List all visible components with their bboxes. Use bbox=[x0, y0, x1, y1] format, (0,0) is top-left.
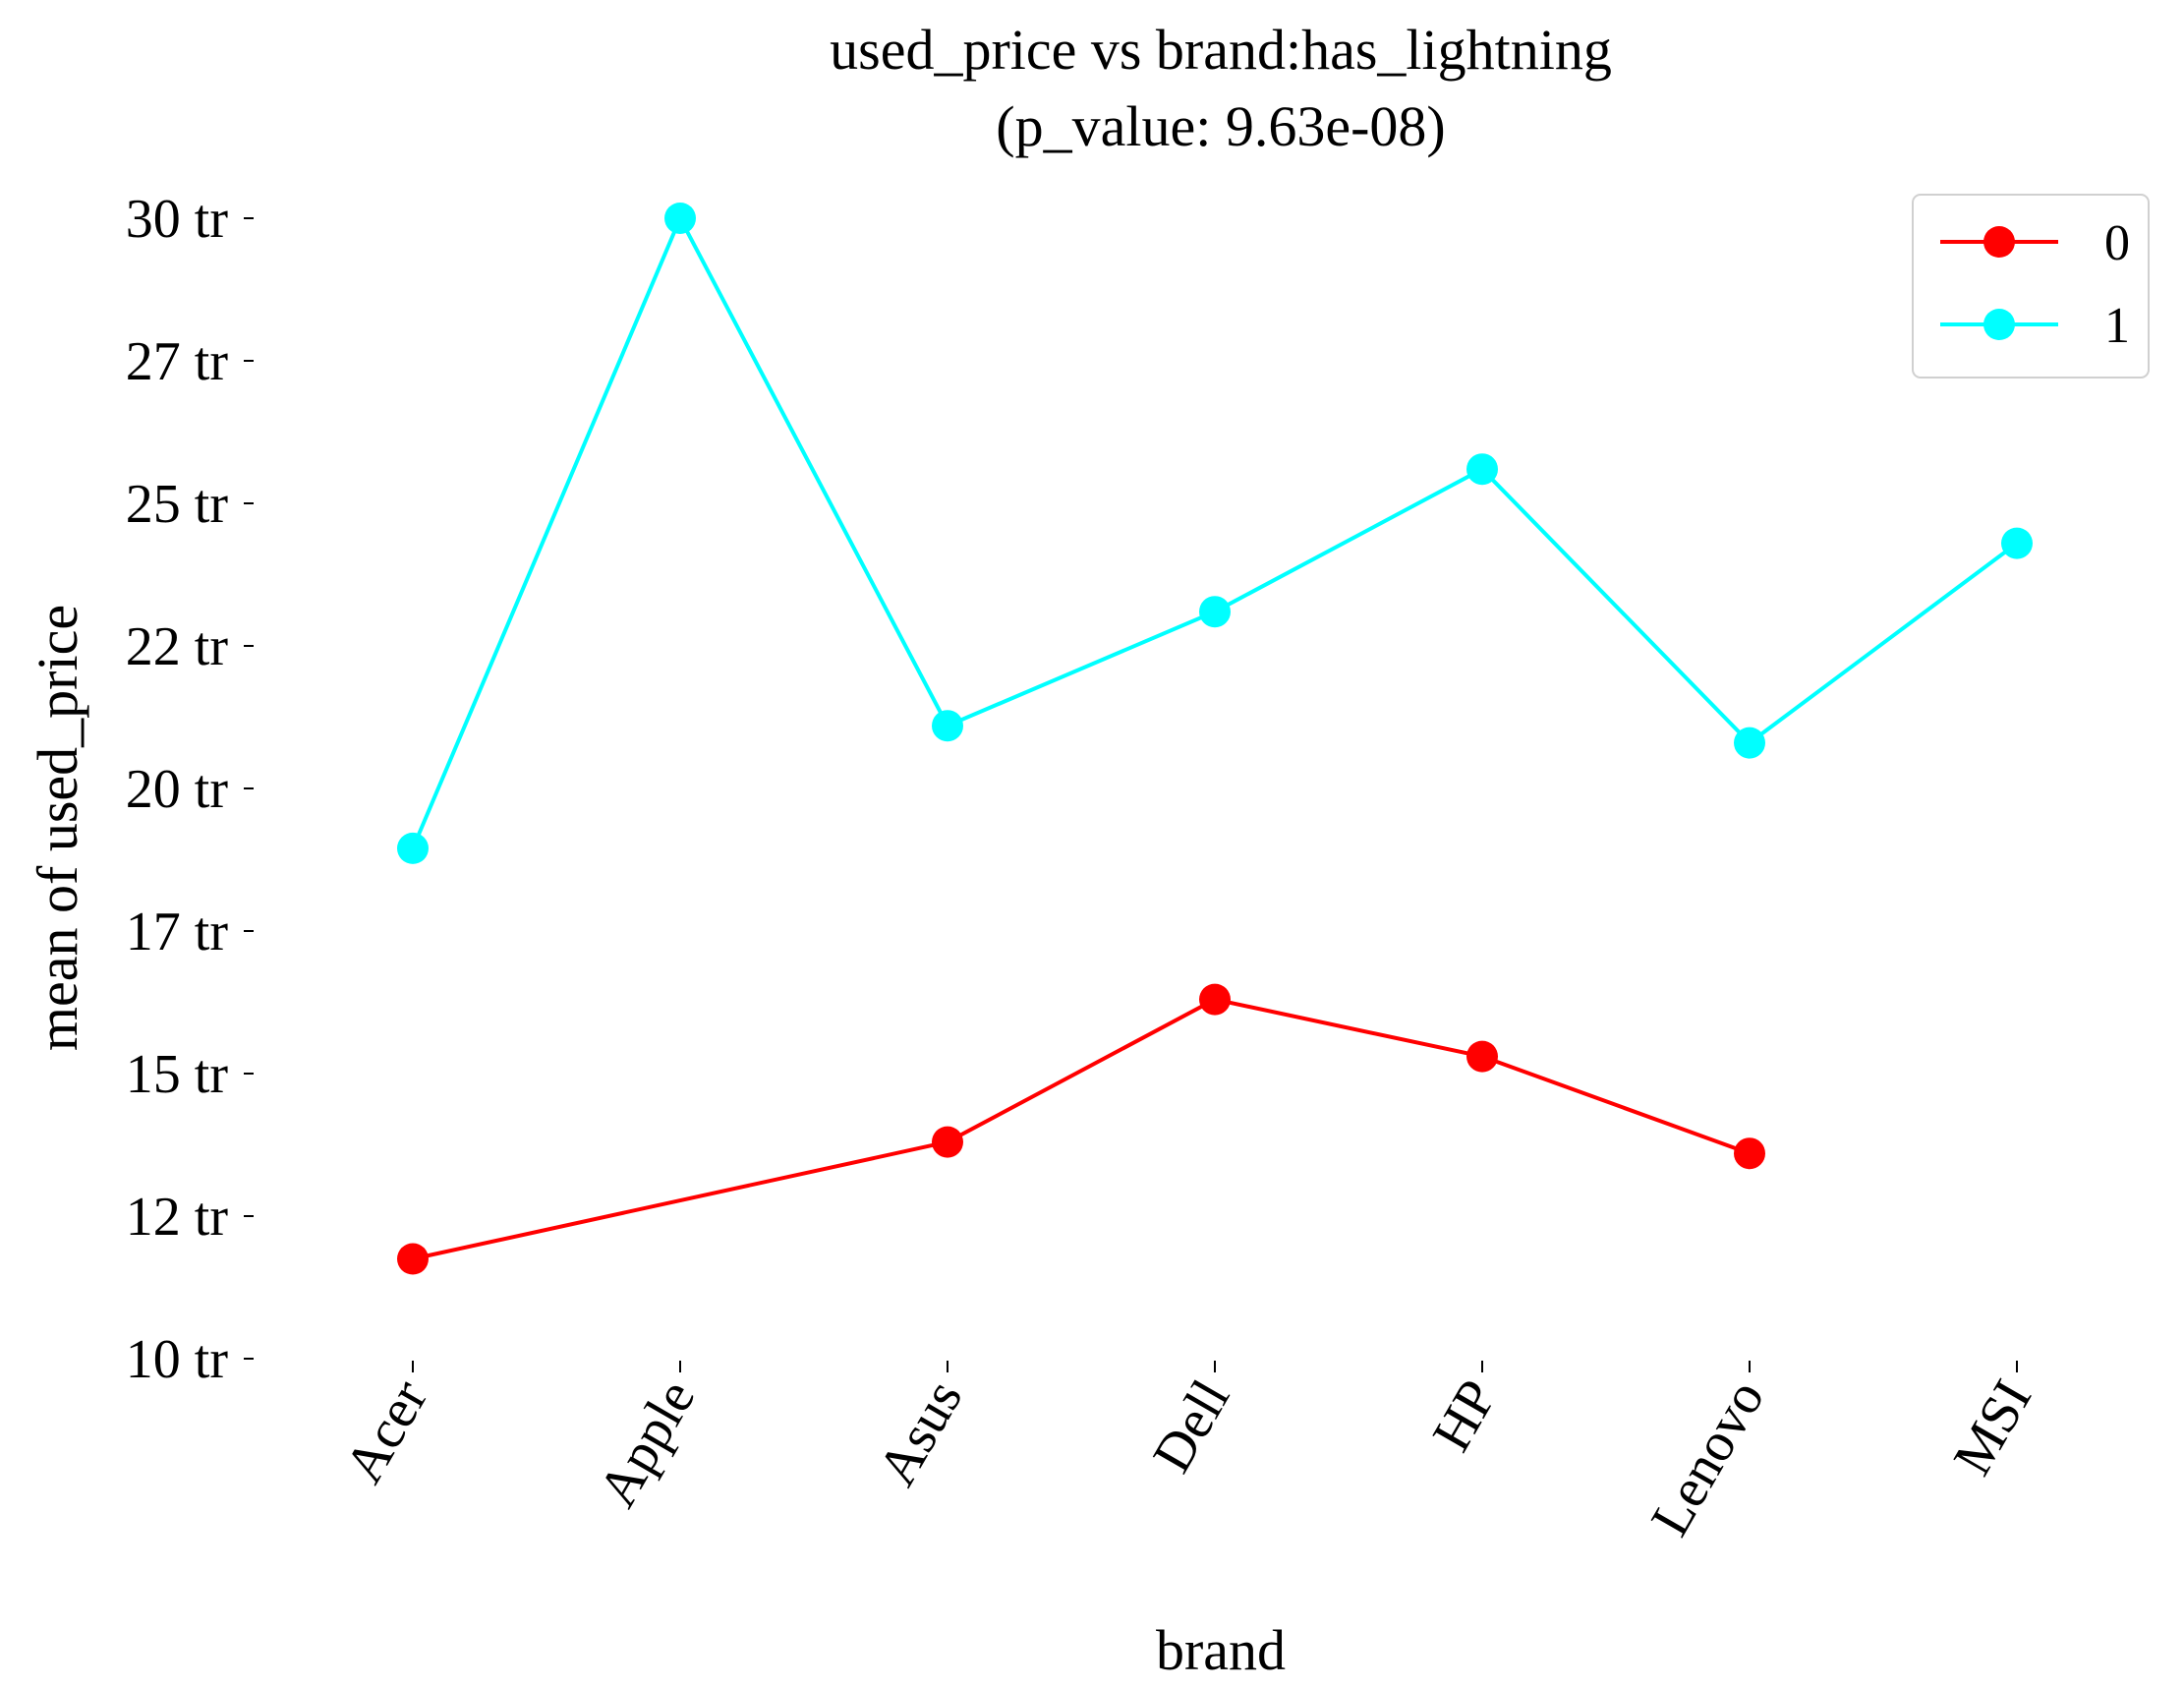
x-tick-label: Lenovo bbox=[1639, 1370, 1776, 1546]
x-tick-label: Apple bbox=[587, 1370, 707, 1518]
data-point bbox=[932, 710, 963, 742]
x-tick-label: Asus bbox=[867, 1370, 975, 1496]
chart-subtitle: (p_value: 9.63e-08) bbox=[996, 94, 1445, 158]
y-tick-label: 25 tr bbox=[126, 474, 229, 535]
legend-label: 0 bbox=[2104, 215, 2130, 271]
x-tick-label: MSI bbox=[1942, 1370, 2043, 1485]
series-line bbox=[411, 216, 2019, 849]
series-1 bbox=[397, 203, 2033, 864]
series-layer bbox=[397, 203, 2033, 1275]
data-point bbox=[1199, 983, 1231, 1016]
data-point bbox=[397, 1243, 429, 1275]
x-tick-label: HP bbox=[1421, 1370, 1509, 1462]
series-line bbox=[412, 997, 1751, 1261]
legend-entry-1: 1 bbox=[1940, 298, 2130, 354]
data-point bbox=[664, 203, 696, 234]
y-tick-label: 27 tr bbox=[126, 331, 229, 392]
legend-entry-0: 0 bbox=[1940, 215, 2130, 271]
data-point bbox=[932, 1126, 963, 1158]
y-axis-label: mean of used_price bbox=[26, 605, 89, 1051]
data-point bbox=[397, 832, 429, 864]
x-tick-label: Dell bbox=[1141, 1370, 1241, 1484]
data-point bbox=[1466, 453, 1498, 486]
y-tick-label: 10 tr bbox=[126, 1329, 229, 1390]
y-tick-label: 12 tr bbox=[126, 1187, 229, 1248]
y-tick-label: 20 tr bbox=[126, 759, 229, 820]
y-tick-label: 17 tr bbox=[126, 902, 229, 962]
legend-label: 1 bbox=[2104, 298, 2130, 354]
data-point bbox=[1734, 1137, 1765, 1170]
x-axis: Acer Apple Asus Dell HP Lenovo MSI bbox=[333, 1361, 2043, 1546]
data-point bbox=[1466, 1040, 1498, 1073]
data-point bbox=[1734, 727, 1765, 759]
series-0 bbox=[397, 983, 1765, 1275]
legend: 01 bbox=[1912, 194, 2150, 379]
y-tick-label: 15 tr bbox=[126, 1044, 229, 1105]
data-point bbox=[2001, 527, 2033, 559]
data-point bbox=[1199, 596, 1231, 628]
x-tick-label: Acer bbox=[333, 1369, 439, 1493]
legend-marker bbox=[1983, 309, 2015, 340]
y-tick-label: 22 tr bbox=[126, 616, 229, 677]
y-tick-label: 30 tr bbox=[126, 189, 229, 250]
chart-title: used_price vs brand:has_lightning bbox=[830, 18, 1612, 82]
x-axis-label: brand bbox=[1156, 1618, 1286, 1682]
legend-marker bbox=[1983, 226, 2015, 258]
y-axis: 10 tr 12 tr 15 tr 17 tr 20 tr 22 tr 25 tr 27 tr… bbox=[126, 189, 254, 1390]
